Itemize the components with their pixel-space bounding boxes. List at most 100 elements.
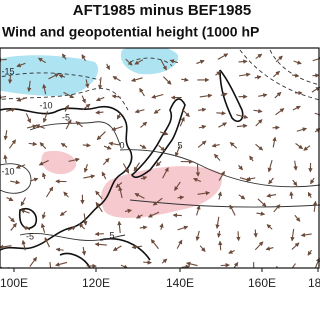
coastline [0, 69, 244, 268]
wind-arrow [159, 223, 164, 230]
wind-arrow [174, 181, 181, 191]
wind-arrow [8, 216, 15, 223]
wind-arrow [151, 93, 164, 99]
wind-arrow [25, 113, 31, 124]
wind-arrow [195, 230, 200, 242]
wind-arrow [29, 256, 37, 267]
wind-arrow [162, 167, 169, 179]
contour-label: 5 [109, 230, 114, 240]
wind-arrow [133, 162, 141, 172]
wind-arrow [228, 249, 235, 254]
wind-arrow [155, 161, 162, 167]
wind-arrow [295, 142, 304, 150]
contour-label: -10 [39, 100, 52, 110]
wind-arrow [177, 195, 185, 200]
wind-arrow [312, 56, 320, 62]
wind-arrow [0, 244, 12, 250]
wind-arrow [312, 200, 318, 212]
wind-arrow [139, 87, 145, 97]
wind-arrow [174, 145, 181, 157]
wind-arrow [95, 96, 105, 102]
wind-arrow [307, 191, 313, 198]
wind-arrow [83, 174, 96, 179]
wind-arrow [195, 164, 201, 177]
wind-arrow [20, 209, 30, 214]
wind-arrow [81, 246, 87, 256]
wind-arrow [16, 97, 28, 102]
wind-arrow [256, 211, 266, 216]
wind-arrow [192, 177, 202, 183]
wind-arrow [98, 77, 103, 90]
wind-arrow [291, 73, 300, 78]
wind-arrow [275, 108, 285, 116]
wind-arrow [48, 262, 53, 268]
wind-arrow [310, 177, 315, 185]
wind-arrow [117, 220, 122, 234]
wind-arrow [82, 143, 91, 148]
wind-arrow [197, 107, 207, 112]
wind-arrow [26, 124, 38, 129]
wind-arrow [311, 86, 320, 93]
wind-arrow [63, 91, 75, 99]
wind-arrow [147, 211, 160, 218]
wind-arrow [181, 108, 190, 118]
wind-arrow [94, 242, 107, 247]
wind-arrow [63, 191, 69, 198]
wind-arrow [265, 246, 274, 251]
wind-arrow [37, 57, 46, 64]
wind-arrow [218, 122, 228, 128]
wind-arrow [41, 172, 47, 180]
wind-arrow [274, 91, 282, 99]
wind-arrow [68, 157, 80, 163]
wind-arrow [8, 139, 16, 149]
x-tick-label: 160E [248, 276, 276, 290]
wind-arrow [254, 241, 264, 251]
wind-arrow [101, 171, 107, 180]
wind-arrow [293, 60, 302, 65]
contour-label: 5 [177, 140, 182, 150]
wind-arrow [236, 123, 248, 129]
wind-arrow [253, 108, 263, 114]
wind-arrow [67, 226, 77, 232]
wind-arrow [273, 70, 281, 78]
wind-arrow [150, 239, 159, 250]
wind-arrow [272, 136, 277, 148]
wind-arrow [55, 247, 64, 252]
wind-arrow [229, 142, 238, 149]
wind-arrow [246, 176, 256, 182]
wind-arrow [102, 157, 110, 166]
wind-arrow [103, 145, 112, 150]
wind-arrow [0, 95, 7, 100]
x-axis: 100E 120E 140E 160E 180 [0, 268, 320, 290]
wind-arrow [95, 110, 104, 115]
wind-arrow [134, 109, 145, 114]
wind-arrow [216, 110, 227, 116]
wind-arrow [160, 59, 167, 71]
wind-arrow [217, 53, 229, 60]
wind-arrow [229, 204, 236, 216]
wind-arrow [186, 261, 198, 267]
wind-arrow [218, 170, 225, 181]
wind-arrow [172, 213, 182, 218]
wind-arrow [198, 124, 207, 130]
wind-arrow [292, 179, 298, 187]
wind-arrow [42, 111, 49, 123]
contour-label: -5 [62, 112, 70, 122]
wind-arrow [255, 53, 263, 59]
wind-arrow [303, 145, 311, 151]
map-area: -15 -10 -5 0 5 -10 -5 5 [0, 48, 320, 268]
wind-arrow [95, 201, 103, 213]
wind-arrow [39, 142, 47, 150]
wind-arrow [196, 59, 205, 65]
wind-arrow [249, 155, 254, 162]
wind-arrow [213, 153, 221, 161]
wind-arrow [233, 262, 239, 268]
wind-arrow [28, 141, 38, 147]
wind-arrow [238, 72, 251, 77]
wind-arrow [220, 92, 228, 97]
wind-arrow [134, 193, 145, 199]
wind-arrow [20, 197, 26, 207]
wind-arrow [197, 140, 207, 148]
